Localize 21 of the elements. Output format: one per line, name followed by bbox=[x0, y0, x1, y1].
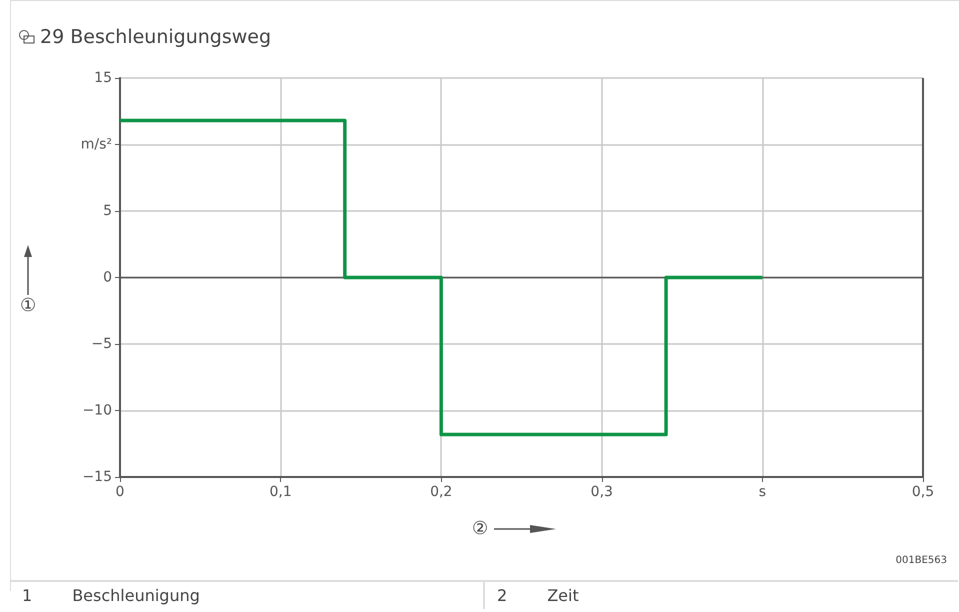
y-tick-label: m/s² bbox=[80, 136, 112, 152]
text: Zeit bbox=[547, 586, 579, 605]
y-axis-title: ① bbox=[20, 295, 36, 316]
x-tick-label: 0,3 bbox=[590, 484, 613, 500]
chart-title: 29 Beschleunigungsweg bbox=[40, 26, 272, 48]
x-tick-label: s bbox=[758, 484, 766, 500]
text: Beschleunigung bbox=[72, 586, 200, 605]
x-axis-title: ② bbox=[472, 518, 488, 539]
text: 1 bbox=[22, 586, 32, 605]
y-tick-label: 0 bbox=[103, 270, 112, 286]
y-tick-label: 15 bbox=[94, 70, 112, 86]
y-tick-label: −10 bbox=[82, 402, 112, 418]
y-tick-label: −5 bbox=[91, 336, 112, 352]
y-tick-label: −15 bbox=[82, 469, 112, 485]
x-tick-label: 0 bbox=[116, 484, 124, 500]
x-tick-label: 0,1 bbox=[269, 484, 292, 500]
y-tick-label: 5 bbox=[103, 203, 112, 219]
text: 2 bbox=[497, 586, 508, 605]
x-tick-label: 0,2 bbox=[430, 484, 452, 500]
text: 001BE563 bbox=[896, 555, 947, 566]
x-tick-label: 0,5 bbox=[912, 484, 934, 500]
